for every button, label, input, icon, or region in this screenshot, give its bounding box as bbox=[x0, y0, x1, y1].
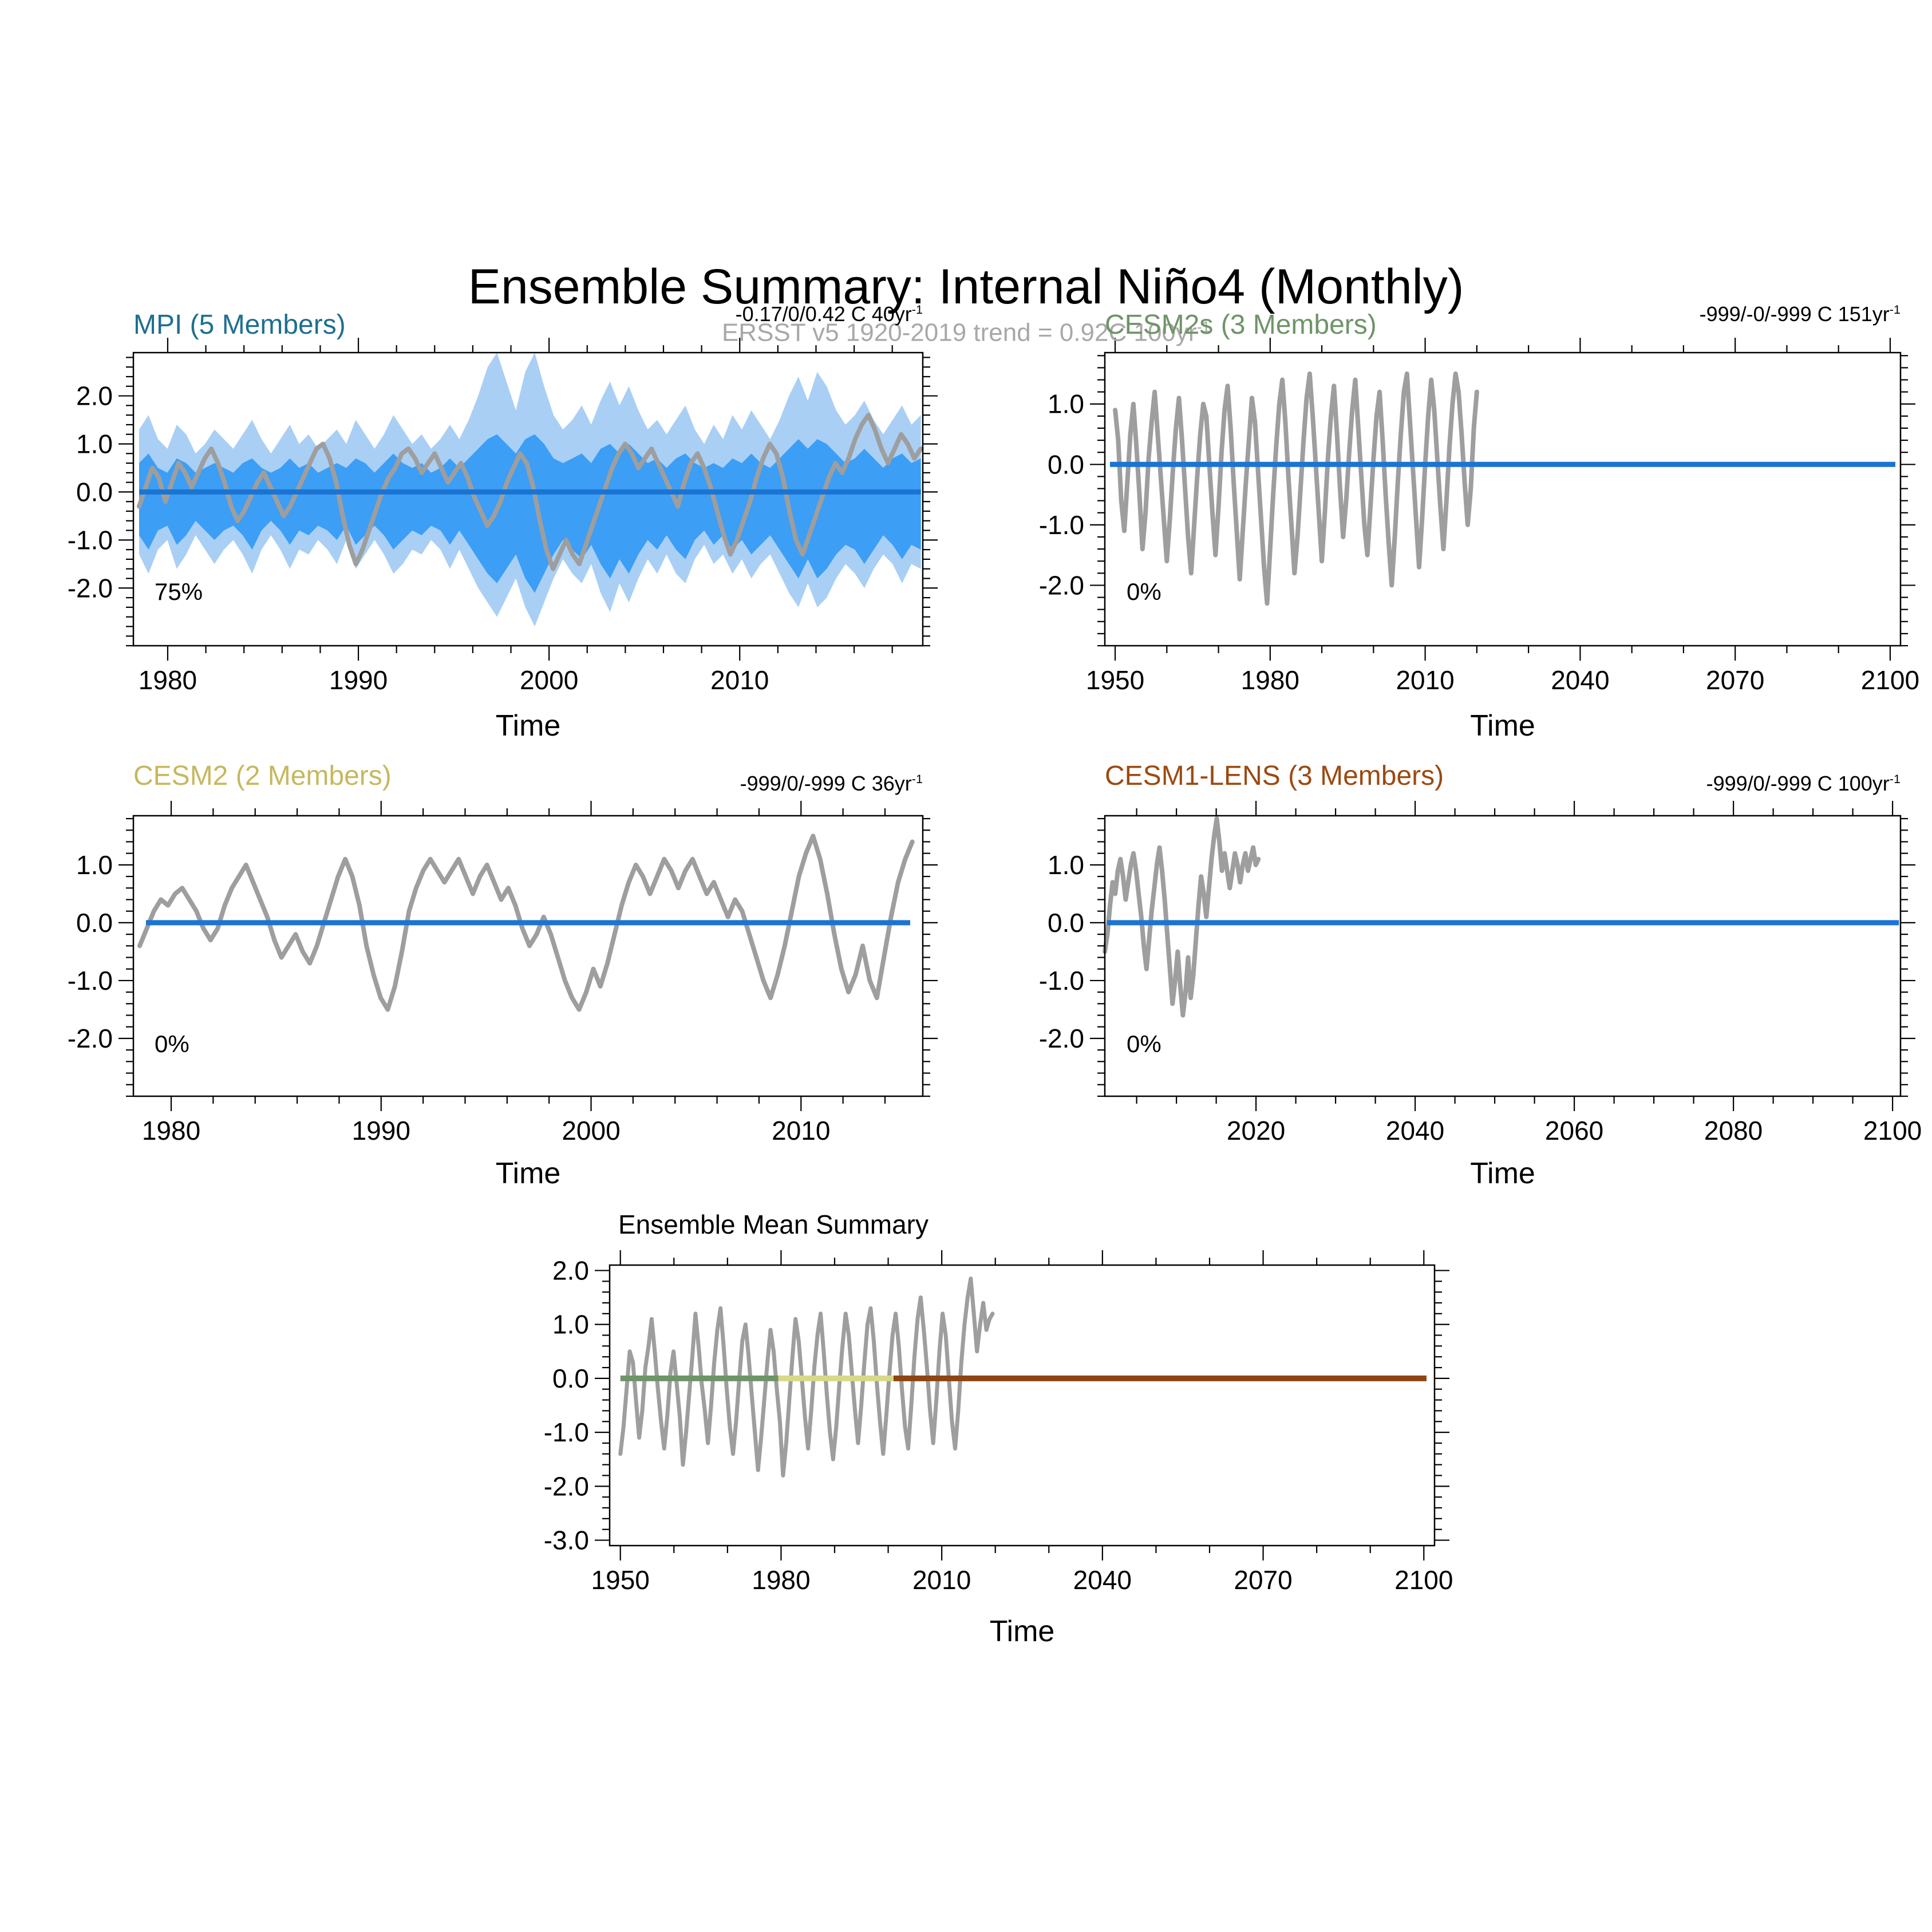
x-tick-label: 2070 bbox=[1706, 665, 1764, 695]
y-tick-label: 2.0 bbox=[76, 381, 113, 411]
trend-annotation-text: -999/0/-999 C 36yr bbox=[740, 772, 912, 795]
x-axis-title-mpi: Time bbox=[495, 709, 561, 742]
x-tick-label: 2010 bbox=[710, 665, 769, 695]
trend-annotation-superscript: -1 bbox=[1889, 772, 1901, 786]
x-tick-label: 2080 bbox=[1704, 1116, 1763, 1145]
panel-cesm2: 1980 1990 2000 2010 1.0 0.0 -1.0 -2.0 bbox=[68, 801, 938, 1145]
y-tick-label: 0.0 bbox=[1048, 908, 1084, 938]
y-tick-label: 1.0 bbox=[1048, 850, 1084, 880]
x-axis-title-cesm1-lens: Time bbox=[1470, 1157, 1535, 1190]
trend-annotation-cesm2: -999/0/-999 C 36yr-1 bbox=[133, 772, 923, 796]
x-tick-label: 1980 bbox=[752, 1565, 810, 1595]
axes-frame bbox=[132, 815, 924, 1097]
trend-annotation-text: -999/-0/-999 C 151yr bbox=[1699, 302, 1890, 326]
panel-title-ensemble-mean-summary: Ensemble Mean Summary bbox=[618, 1210, 929, 1239]
y-tick-label: -1.0 bbox=[68, 966, 113, 995]
percent-label-mpi: 75% bbox=[155, 578, 203, 605]
x-tick-label: 1990 bbox=[352, 1116, 410, 1145]
x-tick-label: 1980 bbox=[139, 665, 197, 695]
panel-cesm1-lens: 2020 2040 2060 2080 2100 1.0 0.0 -1.0 -2.0 bbox=[1039, 801, 1922, 1145]
y-tick-label: -2.0 bbox=[1039, 1024, 1084, 1053]
y-tick-label: 0.0 bbox=[76, 908, 113, 938]
y-tick-label: -1.0 bbox=[544, 1417, 589, 1447]
panel-title-cesm2s: CESM2s (3 Members) bbox=[1105, 310, 1377, 340]
x-tick-label: 2000 bbox=[562, 1116, 620, 1145]
x-tick-label: 2060 bbox=[1545, 1116, 1603, 1145]
x-tick-label: 1980 bbox=[1241, 665, 1299, 695]
trend-annotation-cesm1-lens: -999/0/-999 C 100yr-1 bbox=[1105, 772, 1901, 796]
x-axis-title-ensemble-mean-summary: Time bbox=[989, 1615, 1055, 1648]
trend-annotation-superscript: -1 bbox=[911, 302, 923, 317]
panel-ensemble-mean-summary: 1950 1980 2010 2040 2070 2100 2.0 1.0 0.0 -1.0 -2.… bbox=[544, 1250, 1453, 1595]
x-tick-label: 2010 bbox=[772, 1116, 830, 1145]
x-tick-label: 2040 bbox=[1551, 665, 1609, 695]
trend-annotation-text: -999/0/-999 C 100yr bbox=[1706, 772, 1890, 795]
x-tick-label: 2020 bbox=[1227, 1116, 1285, 1145]
percent-label-cesm2s: 0% bbox=[1127, 578, 1161, 605]
x-axis-title-cesm2: Time bbox=[495, 1157, 561, 1190]
series-observations-line bbox=[137, 413, 923, 571]
y-tick-label: -3.0 bbox=[544, 1526, 589, 1555]
y-tick-label: 2.0 bbox=[552, 1255, 589, 1285]
panel-mpi: 1980 1990 2000 2010 2.0 1.0 0.0 -1.0 -2.0 bbox=[68, 338, 938, 695]
figure-title: Ensemble Summary: Internal Niño4 (Monthl… bbox=[468, 259, 1464, 314]
obs-trend-subtitle: ERSST v5 1920-2019 trend = 0.92C 100yr-1 bbox=[0, 318, 1932, 347]
axes-frame bbox=[1104, 351, 1902, 647]
series-member-line bbox=[1113, 371, 1479, 606]
x-tick-label: 2040 bbox=[1386, 1116, 1444, 1145]
trend-annotation-superscript: -1 bbox=[911, 772, 923, 786]
obs-trend-text: ERSST v5 1920-2019 trend = 0.92C 100yr bbox=[721, 318, 1197, 347]
x-tick-label: 1950 bbox=[1086, 665, 1144, 695]
trend-annotation-superscript: -1 bbox=[1889, 302, 1901, 317]
y-tick-label: -1.0 bbox=[1039, 510, 1084, 540]
axes-frame bbox=[609, 1264, 1436, 1547]
percent-label-cesm2: 0% bbox=[155, 1030, 189, 1057]
y-tick-label: 0.0 bbox=[552, 1364, 589, 1393]
y-tick-label: -2.0 bbox=[68, 1024, 113, 1053]
x-tick-label: 2100 bbox=[1861, 665, 1919, 695]
percent-label-cesm1-lens: 0% bbox=[1127, 1030, 1161, 1057]
trend-annotation-cesm2s: -999/-0/-999 C 151yr-1 bbox=[1105, 302, 1901, 326]
y-tick-label: -1.0 bbox=[68, 525, 113, 555]
x-tick-label: 2000 bbox=[520, 665, 578, 695]
x-tick-label: 2040 bbox=[1073, 1565, 1132, 1595]
x-axis-title-cesm2s: Time bbox=[1470, 709, 1535, 742]
y-tick-label: -2.0 bbox=[544, 1471, 589, 1501]
panel-title-cesm2: CESM2 (2 Members) bbox=[133, 761, 392, 791]
x-tick-label: 1950 bbox=[591, 1565, 650, 1595]
x-tick-label: 2100 bbox=[1863, 1116, 1922, 1145]
y-tick-label: 1.0 bbox=[1048, 389, 1084, 419]
y-tick-label: 0.0 bbox=[1048, 449, 1084, 479]
obs-trend-superscript: -1 bbox=[1196, 318, 1211, 335]
trend-annotation-text: -0.17/0/0.42 C 40yr bbox=[735, 302, 912, 326]
series-member-line bbox=[1103, 816, 1261, 1018]
axes-frame bbox=[1104, 815, 1902, 1097]
series-ensemble-mean-line bbox=[618, 1277, 995, 1477]
panel-title-mpi: MPI (5 Members) bbox=[133, 310, 346, 340]
trend-annotation-mpi: -0.17/0/0.42 C 40yr-1 bbox=[133, 302, 923, 326]
x-tick-label: 2010 bbox=[912, 1565, 971, 1595]
y-tick-label: -2.0 bbox=[68, 573, 113, 603]
y-tick-label: -2.0 bbox=[1039, 570, 1084, 600]
panel-title-cesm1-lens: CESM1-LENS (3 Members) bbox=[1105, 761, 1444, 791]
x-tick-label: 2100 bbox=[1394, 1565, 1453, 1595]
x-tick-label: 1990 bbox=[329, 665, 388, 695]
y-tick-label: 0.0 bbox=[76, 477, 113, 507]
x-tick-label: 2070 bbox=[1234, 1565, 1292, 1595]
y-tick-label: 1.0 bbox=[552, 1310, 589, 1340]
x-tick-label: 1980 bbox=[142, 1116, 200, 1145]
y-tick-label: -1.0 bbox=[1039, 966, 1084, 995]
panel-cesm2s: 1950 1980 2010 2040 2070 2100 1.0 0.0 -1.0 -2.0 bbox=[1039, 338, 1919, 695]
y-tick-label: 1.0 bbox=[76, 850, 113, 880]
y-tick-label: 1.0 bbox=[76, 429, 113, 459]
axes-frame bbox=[132, 351, 924, 647]
x-tick-label: 2010 bbox=[1396, 665, 1454, 695]
